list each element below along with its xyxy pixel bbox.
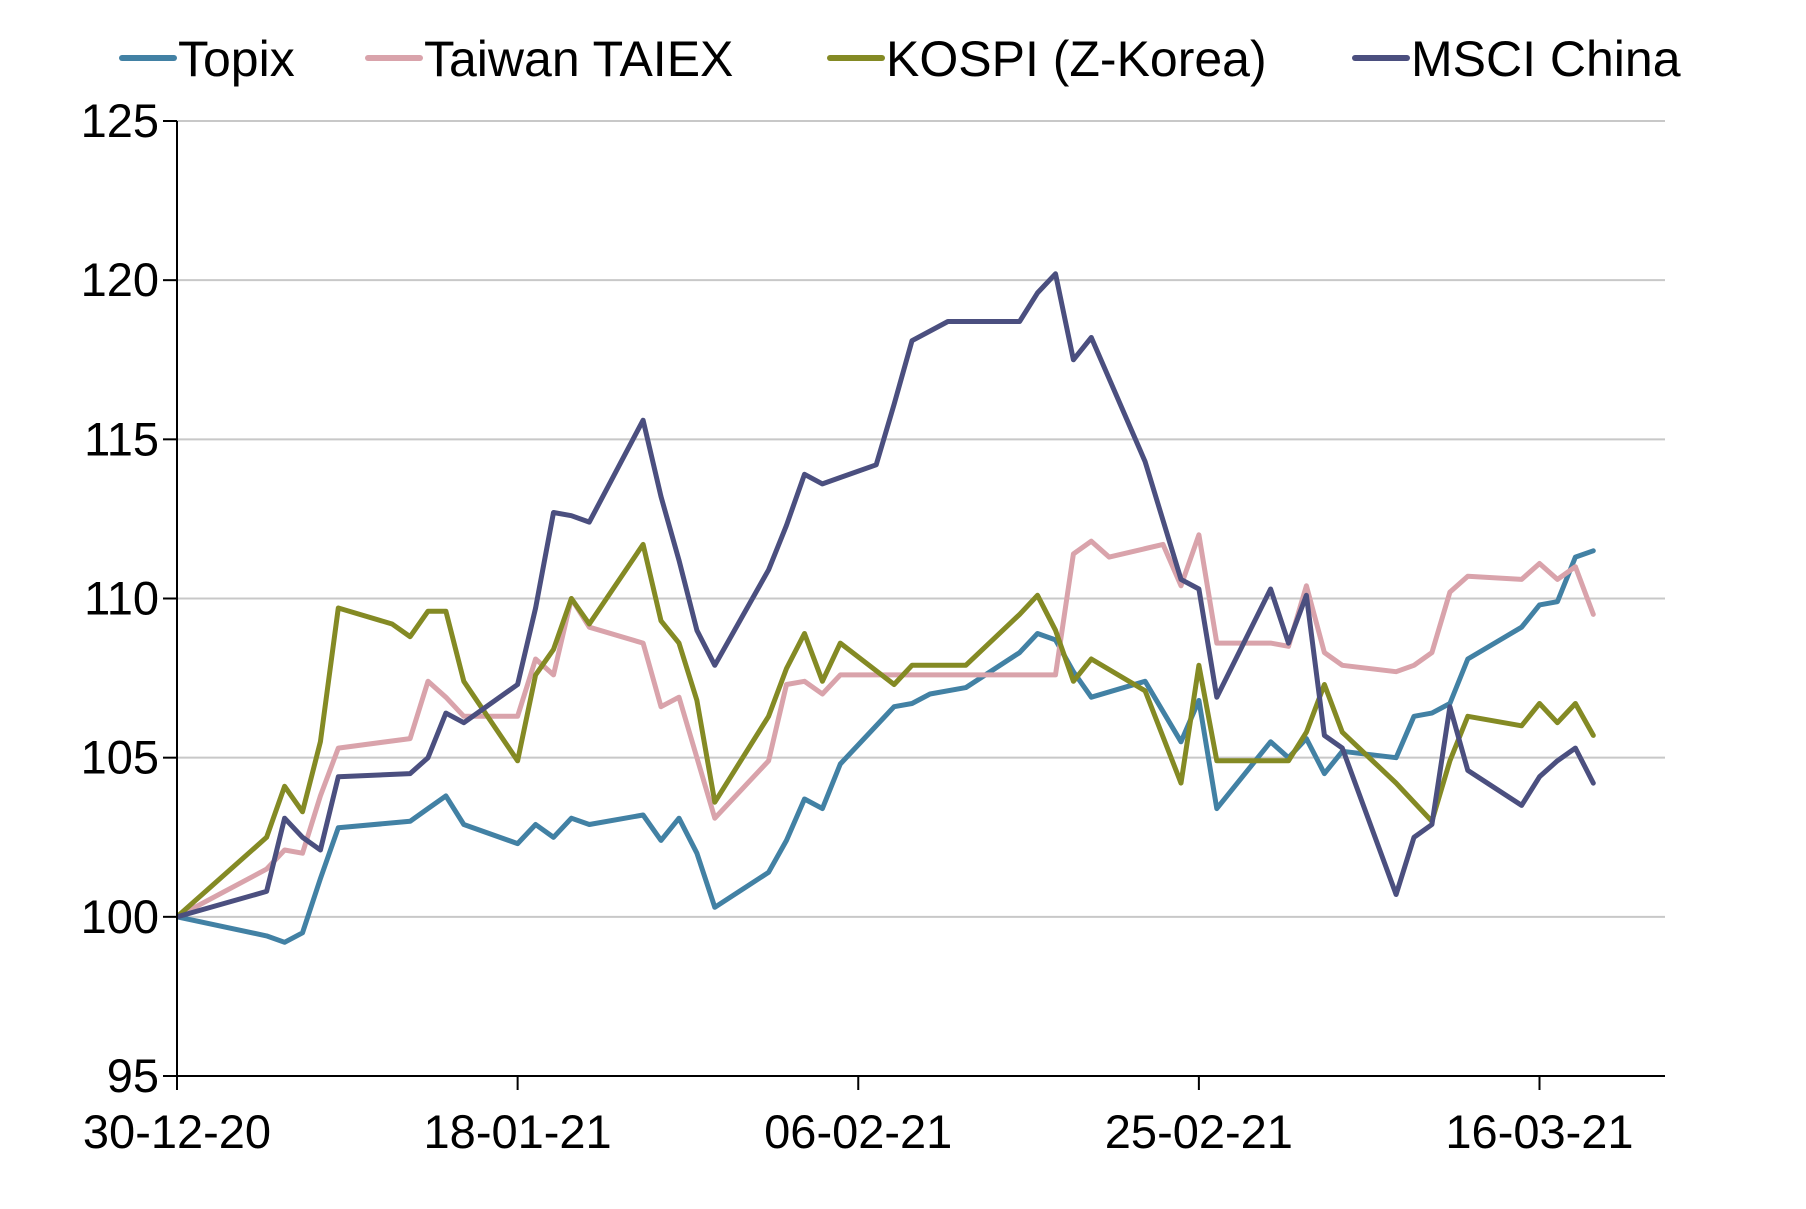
legend: Topix Taiwan TAIEX KOSPI (Z-Korea) MSCI Chi… <box>119 31 1681 87</box>
y-tick-label: 105 <box>81 731 159 784</box>
series-line-topix <box>177 548 1596 945</box>
legend-label: Taiwan TAIEX <box>424 31 733 87</box>
gridlines <box>177 120 1665 918</box>
legend-label: MSCI China <box>1411 31 1681 87</box>
y-tick-label: 100 <box>81 890 159 943</box>
x-tick-label: 06-02-21 <box>764 1105 952 1158</box>
y-tick-label: 125 <box>81 94 159 147</box>
y-tick-label: 120 <box>81 253 159 306</box>
series-line-kospi-z-korea <box>177 541 1596 920</box>
x-tick-label: 25-02-21 <box>1105 1105 1293 1158</box>
y-axis-ticks: 95 100 105 110 115 120 125 <box>81 94 177 1102</box>
axes <box>176 121 1665 1090</box>
legend-label: KOSPI (Z-Korea) <box>886 31 1267 87</box>
x-tick-label: 18-01-21 <box>424 1105 612 1158</box>
y-tick-label: 110 <box>84 572 159 625</box>
x-axis-ticks: 30-12-20 18-01-21 06-02-21 25-02-21 16-03-21 <box>83 1076 1634 1158</box>
y-tick-label: 115 <box>84 412 159 465</box>
x-tick-label: 16-03-21 <box>1445 1105 1633 1158</box>
x-tick-label: 30-12-20 <box>83 1105 271 1158</box>
series-line-taiwan-taiex <box>177 532 1596 920</box>
legend-label: Topix <box>178 31 295 87</box>
y-tick-label: 95 <box>107 1049 159 1102</box>
series-lines <box>177 271 1596 945</box>
series-line-msci-china <box>177 271 1596 920</box>
